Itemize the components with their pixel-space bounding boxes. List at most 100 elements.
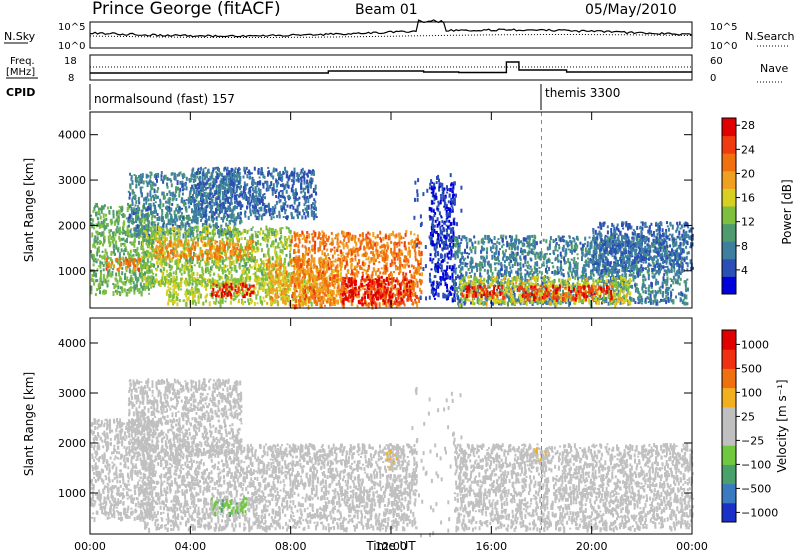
data-cell <box>309 178 311 181</box>
data-cell <box>128 290 130 294</box>
data-cell <box>333 269 335 273</box>
data-cell <box>195 213 197 217</box>
data-cell <box>147 250 149 253</box>
data-cell <box>319 247 321 251</box>
data-cell <box>308 234 310 239</box>
data-cell <box>230 293 232 296</box>
data-cell <box>177 227 179 230</box>
data-cell <box>329 277 331 281</box>
data-cell <box>147 263 149 265</box>
data-cell <box>227 215 229 218</box>
data-cell <box>303 212 305 215</box>
data-cell <box>179 299 181 302</box>
data-cell <box>314 298 316 302</box>
data-cell <box>195 286 197 291</box>
data-cell <box>254 302 256 306</box>
data-cell <box>255 251 257 253</box>
data-cell <box>249 252 251 255</box>
data-cell <box>239 168 241 170</box>
data-cell <box>312 279 314 283</box>
data-cell <box>298 174 300 177</box>
data-cell <box>104 204 106 207</box>
data-cell <box>119 291 121 293</box>
data-cell <box>119 210 121 214</box>
data-cell <box>120 257 122 260</box>
data-cell <box>129 192 131 196</box>
data-cell <box>355 260 357 262</box>
data-cell <box>110 251 112 256</box>
data-cell <box>190 250 192 255</box>
data-cell <box>97 236 99 240</box>
data-cell <box>192 216 194 218</box>
cpid-label: CPID <box>6 86 35 99</box>
data-cell <box>202 178 204 181</box>
data-cell <box>255 272 257 276</box>
data-cell <box>203 236 205 240</box>
data-cell <box>167 243 169 248</box>
data-cell <box>286 190 288 194</box>
data-cell <box>159 240 161 243</box>
data-cell <box>183 174 185 178</box>
data-cell <box>296 179 298 182</box>
data-cell <box>94 205 96 208</box>
data-cell <box>153 264 155 268</box>
data-cell <box>277 301 279 305</box>
data-cell <box>304 203 306 206</box>
data-cell <box>179 181 181 185</box>
data-cell <box>246 267 248 270</box>
data-cell <box>166 183 168 186</box>
data-cell <box>113 264 115 268</box>
data-cell <box>185 239 187 243</box>
data-cell <box>177 293 179 296</box>
data-cell <box>97 232 99 234</box>
data-cell <box>264 196 266 199</box>
data-cell <box>96 203 98 207</box>
data-cell <box>208 216 210 221</box>
data-cell <box>163 179 165 181</box>
data-cell <box>139 230 141 234</box>
data-cell <box>145 200 147 205</box>
data-cell <box>267 239 269 241</box>
data-cell <box>230 271 232 274</box>
data-cell <box>176 268 178 270</box>
data-cell <box>110 206 112 209</box>
data-cell <box>144 271 146 275</box>
data-cell <box>246 174 248 176</box>
data-cell <box>246 183 248 186</box>
data-cell <box>285 184 287 189</box>
data-cell <box>121 290 123 293</box>
data-cell <box>213 202 215 206</box>
data-cell <box>395 297 397 300</box>
data-cell <box>196 235 198 238</box>
data-cell <box>219 255 221 260</box>
data-cell <box>115 273 117 277</box>
data-cell <box>226 208 228 211</box>
data-cell <box>294 296 296 300</box>
data-cell <box>98 284 100 288</box>
data-cell <box>198 298 200 302</box>
data-cell <box>100 277 102 281</box>
data-cell <box>294 168 296 172</box>
data-cell <box>372 251 374 253</box>
data-cell <box>192 200 194 203</box>
data-cell <box>110 265 112 267</box>
data-cell <box>272 228 274 232</box>
data-cell <box>149 207 151 210</box>
nsearch-tick-bottom: 10^0 <box>710 41 737 52</box>
data-cell <box>256 283 258 285</box>
data-cell <box>230 209 232 212</box>
data-cell <box>300 186 302 190</box>
data-cell <box>161 171 163 174</box>
data-cell <box>286 254 288 257</box>
data-cell <box>203 172 205 176</box>
data-cell <box>231 202 233 205</box>
data-cell <box>111 261 113 264</box>
data-cell <box>166 280 168 284</box>
data-cell <box>160 244 162 247</box>
data-cell <box>174 227 176 231</box>
data-cell <box>129 257 131 260</box>
data-cell <box>141 193 143 197</box>
data-cell <box>147 217 149 222</box>
data-cell <box>141 228 143 233</box>
data-cell <box>192 187 194 191</box>
